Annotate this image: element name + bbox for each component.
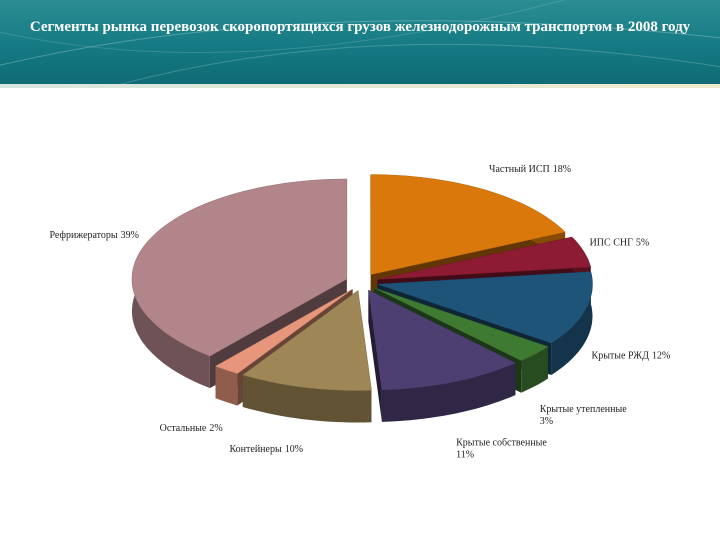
slice-side	[242, 375, 372, 423]
header-banner	[0, 0, 720, 84]
data-label: Крытые РЖД 12%	[592, 350, 671, 361]
pie-slice	[368, 289, 517, 391]
pie-slice	[377, 236, 592, 280]
label-value: 2%	[209, 423, 222, 434]
slice-side	[215, 366, 238, 406]
label-value: 12%	[652, 350, 670, 361]
label-value: 3%	[540, 416, 553, 427]
label-category: ИПС СНГ	[590, 238, 634, 249]
data-label: ИПС СНГ 5%	[590, 238, 650, 249]
label-category: Крытые РЖД	[592, 350, 650, 361]
data-label: Крытые утепленные 3%	[540, 404, 627, 427]
pie-slice	[214, 288, 353, 374]
slice-side	[381, 363, 516, 422]
data-label: Частный ИСП 18%	[489, 164, 571, 175]
pie-slice	[373, 287, 549, 361]
slice-wall	[368, 290, 382, 422]
slice-side	[521, 346, 548, 393]
label-value: 10%	[285, 444, 303, 455]
label-category: Частный ИСП	[489, 164, 550, 175]
slice-group	[368, 289, 517, 422]
pie-slice	[370, 174, 566, 275]
slice-group	[242, 290, 372, 423]
label-category: Рефрижераторы	[49, 230, 117, 241]
data-label: Контейнеры 10%	[230, 444, 304, 455]
pie-slice	[242, 290, 372, 391]
data-label: Крытые собственные 11%	[456, 437, 547, 460]
chart-title: Сегменты рынка перевозок скоропортящихся…	[29, 19, 691, 35]
label-value: 18%	[553, 164, 571, 175]
slice-side	[551, 271, 593, 375]
label-value: 5%	[636, 238, 649, 249]
label-value: 39%	[121, 230, 139, 241]
label-category: Крытые утепленные	[540, 404, 627, 415]
data-label: Остальные 2%	[160, 423, 223, 434]
header-stripe	[0, 84, 720, 88]
banner-decoration	[0, 0, 720, 84]
label-value: 11%	[456, 449, 474, 460]
label-category: Остальные	[160, 423, 207, 434]
pie-slice	[377, 271, 593, 344]
data-label: Рефрижераторы 39%	[49, 230, 139, 241]
label-category: Крытые собственные	[456, 437, 547, 448]
label-category: Контейнеры	[230, 444, 282, 455]
pie-slice	[131, 178, 348, 357]
